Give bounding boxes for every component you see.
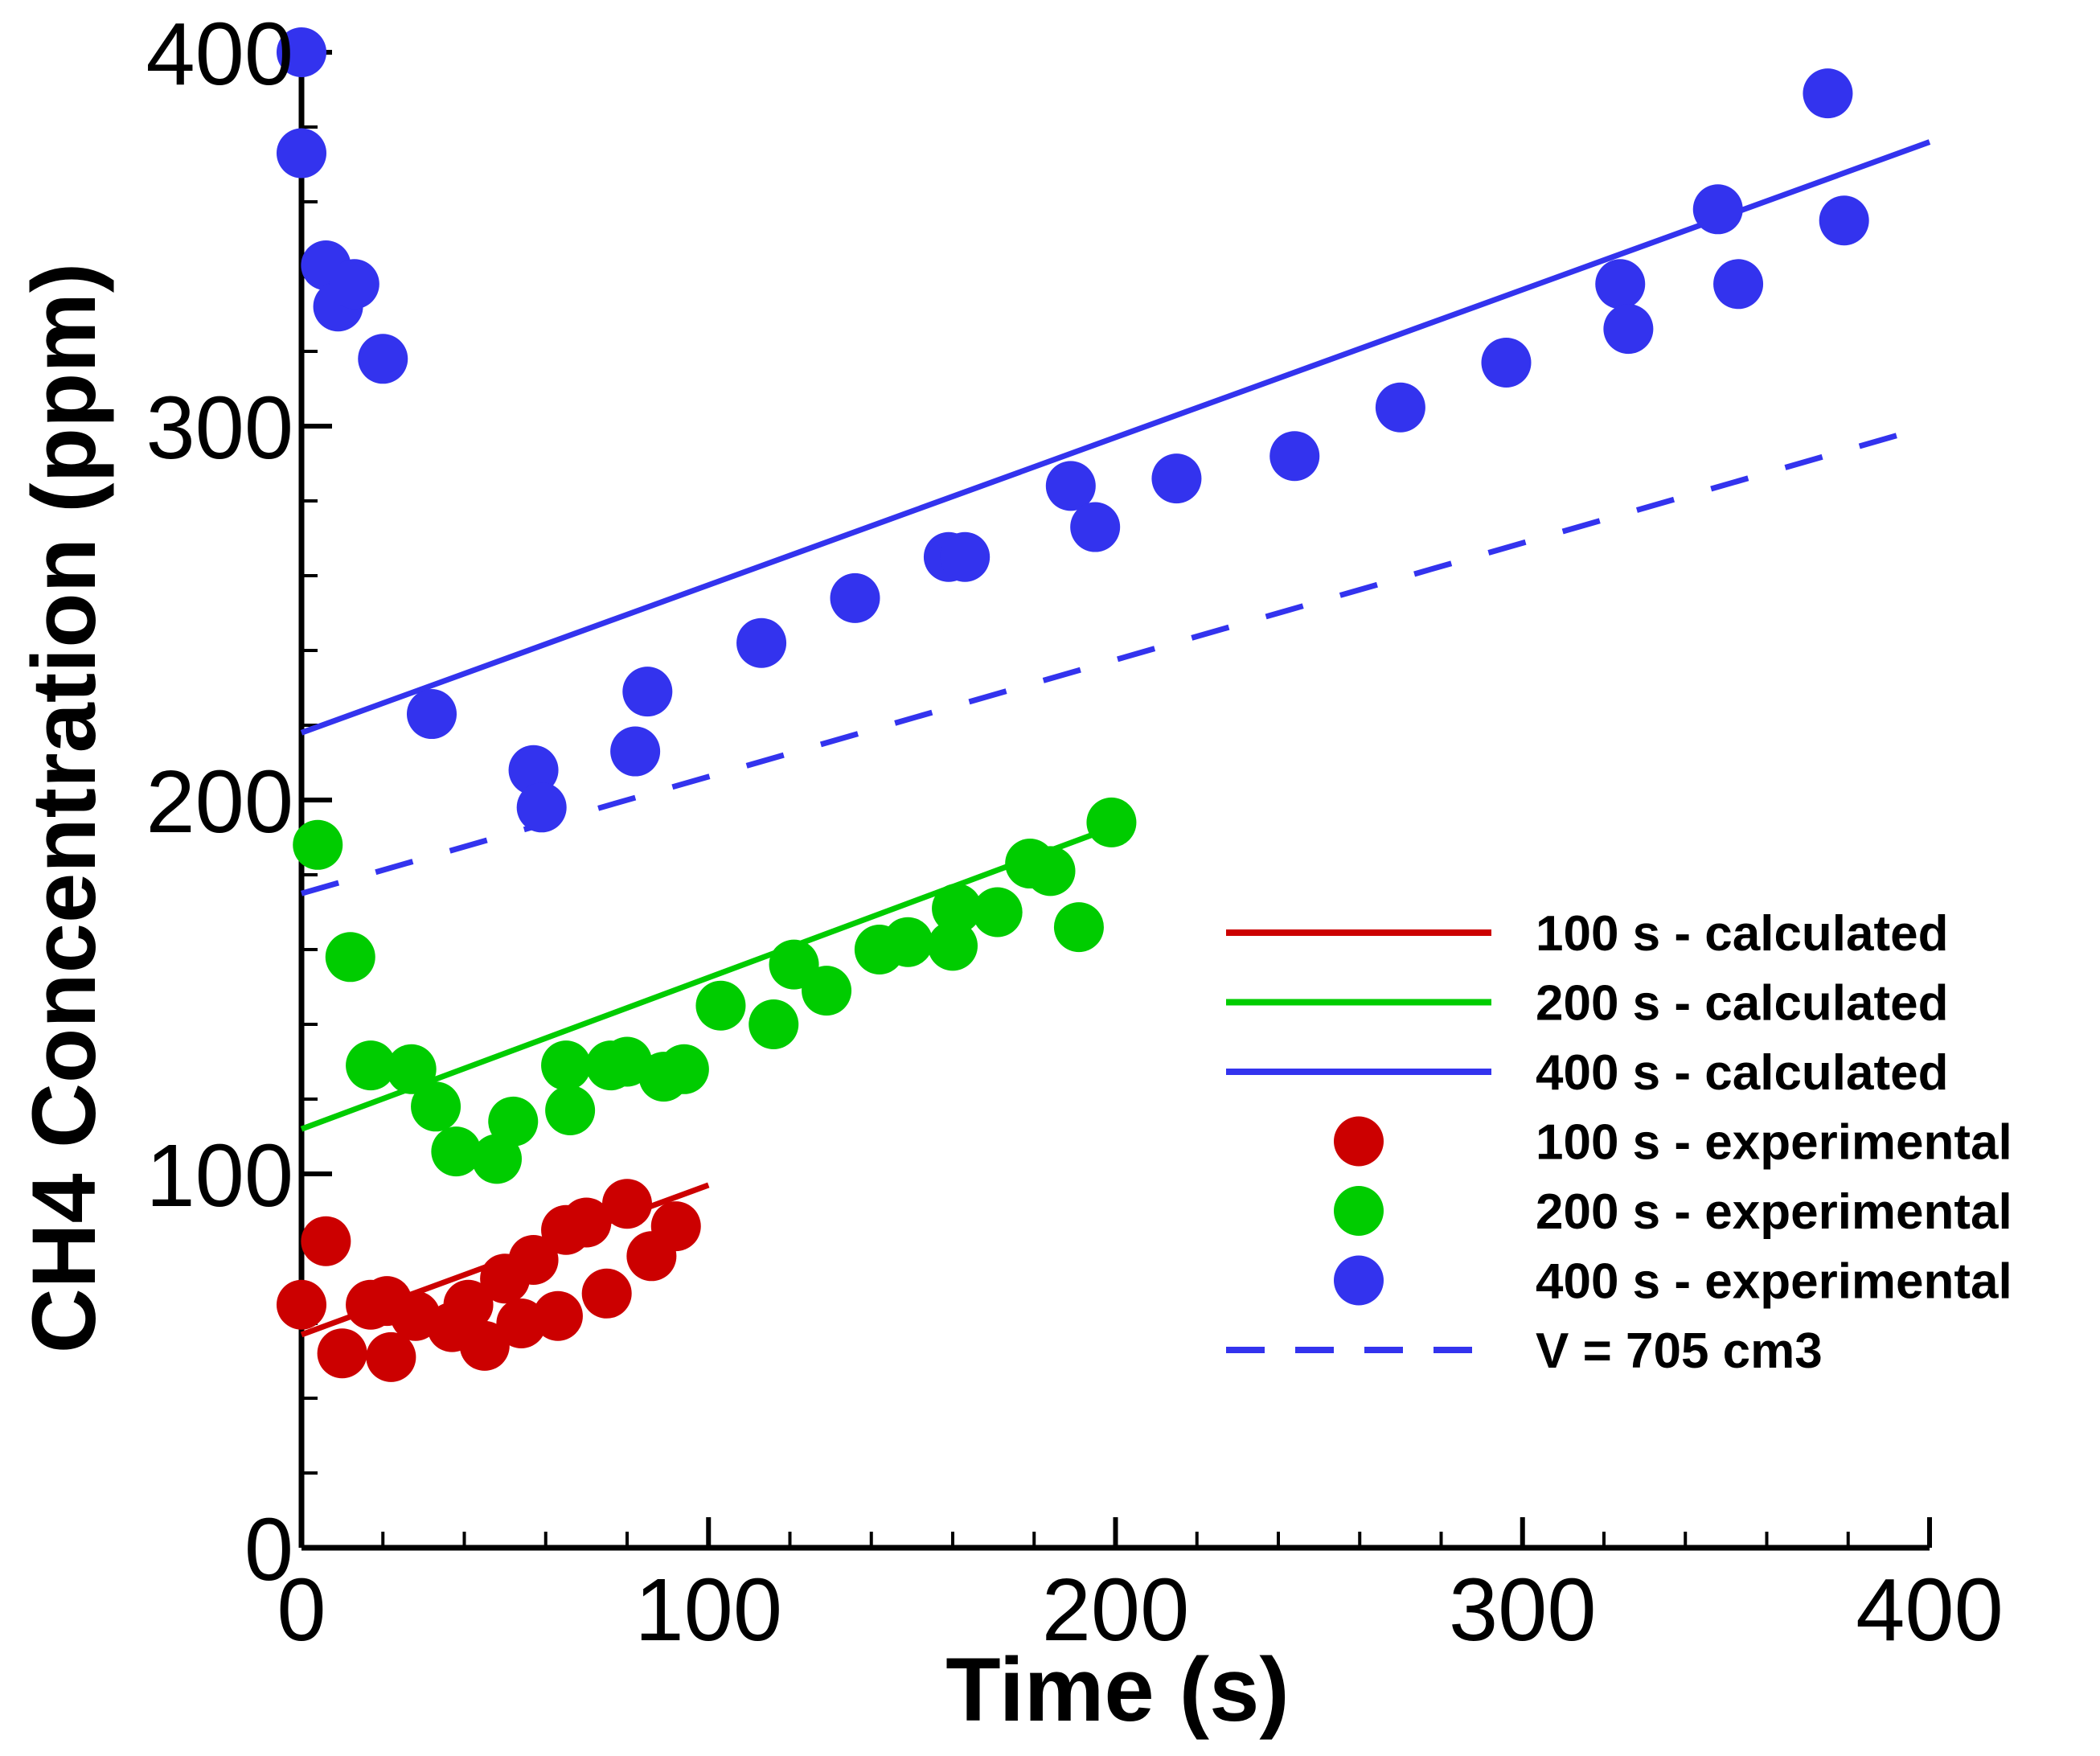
- data-point: [411, 1081, 461, 1132]
- legend-entry: 200 s - calculated: [1536, 976, 1949, 1032]
- data-point: [541, 1040, 592, 1091]
- data-point: [1025, 846, 1076, 896]
- data-point: [610, 726, 661, 777]
- data-point: [1375, 382, 1425, 433]
- data-point: [545, 1085, 596, 1135]
- data-point: [532, 1290, 583, 1341]
- x-tick-label: 300: [1449, 1561, 1597, 1660]
- y-tick-label: 100: [146, 1126, 293, 1225]
- data-point: [443, 1279, 494, 1330]
- data-point: [431, 1126, 482, 1177]
- legend-entry: 400 s - calculated: [1536, 1045, 1949, 1101]
- data-point: [508, 745, 559, 795]
- data-point: [561, 1197, 612, 1248]
- data-point: [346, 1040, 396, 1091]
- legend-entry: 200 s - experimental: [1536, 1184, 2012, 1240]
- data-point: [940, 531, 991, 582]
- data-point: [972, 887, 1023, 937]
- data-point: [1713, 259, 1764, 310]
- tick-labels: 0 100 200 300 400 0 100 200 300 400: [146, 5, 2003, 1660]
- data-point: [1481, 337, 1532, 388]
- data-point: [386, 1044, 437, 1094]
- legend-entry: 100 s - experimental: [1536, 1115, 2012, 1171]
- data-point: [736, 617, 787, 668]
- data-point: [488, 1096, 539, 1147]
- data-point: [508, 1234, 559, 1285]
- legend-entry: V = 705 cm3: [1536, 1323, 1823, 1379]
- legend-entry: 400 s - experimental: [1536, 1254, 2012, 1310]
- x-tick-label: 100: [634, 1561, 782, 1660]
- data-point: [928, 921, 978, 971]
- data-point: [1692, 184, 1743, 235]
- data-point: [1603, 304, 1654, 355]
- legend: 100 s - calculated 200 s - calculated 400 …: [1226, 906, 2012, 1379]
- data-point: [325, 932, 375, 983]
- data-point: [1819, 195, 1869, 246]
- data-point: [317, 1328, 367, 1379]
- x-tick-label: 0: [277, 1561, 326, 1660]
- data-point: [277, 1279, 326, 1330]
- legend-swatch: [1334, 1116, 1384, 1167]
- legend-swatch: [1334, 1255, 1384, 1306]
- data-point: [802, 966, 852, 1016]
- data-point: [472, 1134, 522, 1184]
- data-point: [301, 1216, 351, 1266]
- legend-entry: 100 s - calculated: [1536, 906, 1949, 962]
- data-point: [1070, 502, 1121, 552]
- data-point: [650, 1201, 701, 1252]
- data-point: [366, 1331, 416, 1382]
- data-point: [358, 334, 408, 384]
- data-point: [1045, 461, 1096, 511]
- series-line-2: [300, 139, 1931, 736]
- y-axis-title: CH4 Concentration (ppm): [14, 263, 114, 1353]
- y-tick-label: 200: [146, 753, 293, 851]
- data-point: [749, 999, 799, 1049]
- data-point: [1151, 453, 1202, 504]
- data-point: [830, 572, 880, 623]
- data-point: [1053, 902, 1104, 953]
- data-point: [581, 1268, 632, 1319]
- data-point: [622, 667, 673, 717]
- data-point: [329, 259, 379, 310]
- series-line-1: [300, 823, 1117, 1132]
- data-point: [516, 782, 567, 833]
- data-point: [1269, 431, 1320, 482]
- data-point: [1595, 259, 1646, 310]
- data-point: [1086, 797, 1137, 847]
- y-tick-label: 400: [146, 5, 293, 104]
- y-tick-label: 300: [146, 379, 293, 478]
- x-tick-label: 400: [1856, 1561, 2004, 1660]
- data-point: [602, 1179, 652, 1229]
- data-point: [277, 128, 326, 178]
- data-point: [883, 917, 933, 967]
- data-point: [658, 1044, 709, 1094]
- series-line-6: [301, 423, 1930, 896]
- data-point: [407, 689, 457, 740]
- data-point: [277, 27, 326, 77]
- data-point: [293, 819, 343, 870]
- data-point: [932, 883, 982, 933]
- data-point: [695, 980, 746, 1031]
- y-tick-label: 0: [244, 1500, 293, 1599]
- data-point: [1803, 68, 1853, 119]
- data-point: [459, 1320, 510, 1371]
- series-points: [277, 27, 1869, 1382]
- x-axis-title: Time (s): [945, 1639, 1289, 1740]
- legend-swatch: [1334, 1186, 1384, 1236]
- x-tick-label: 200: [1042, 1561, 1190, 1660]
